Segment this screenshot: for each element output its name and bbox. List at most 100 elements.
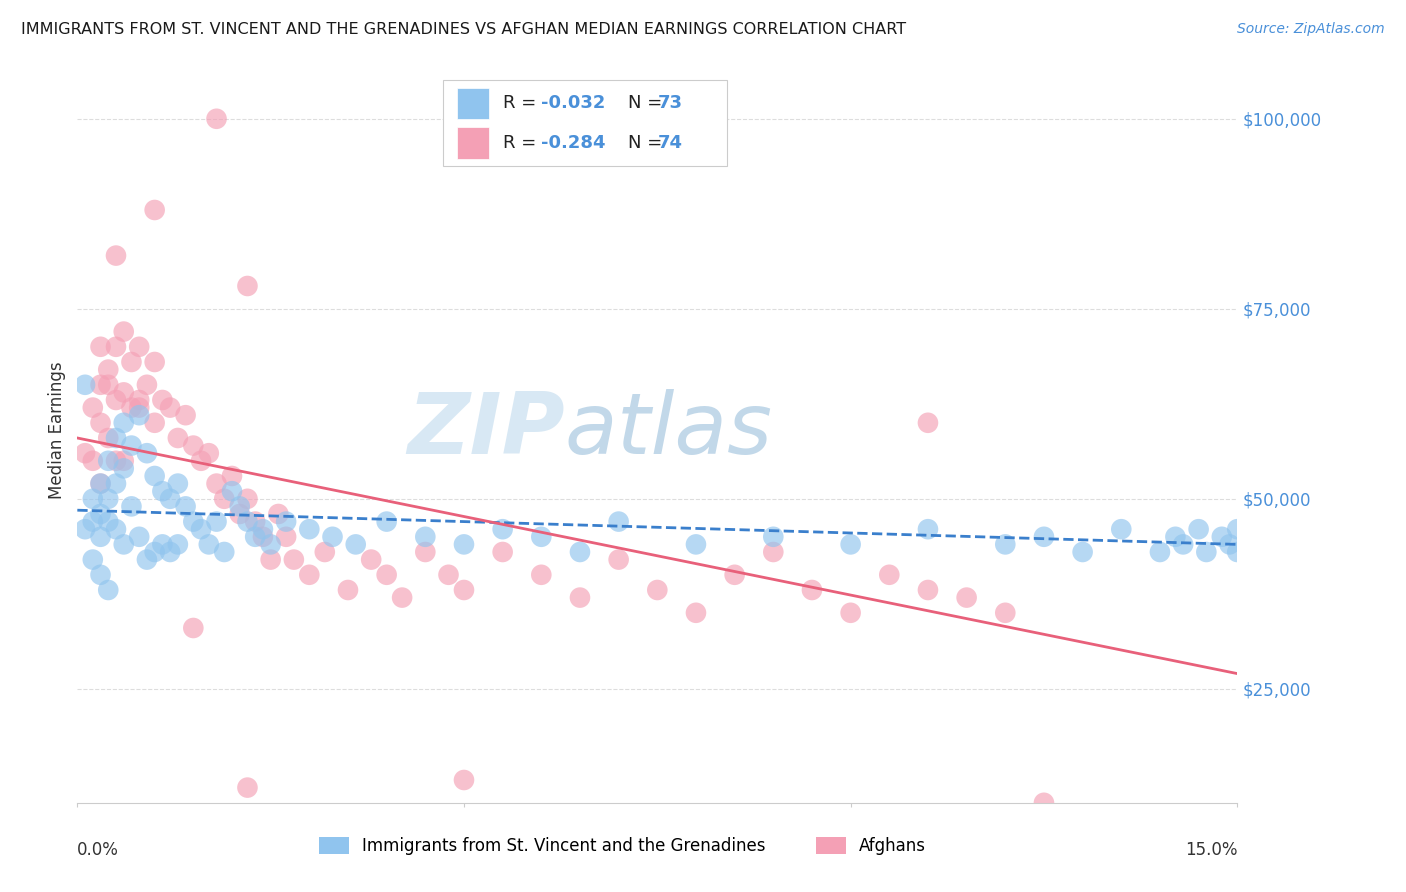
Point — [839, 537, 862, 551]
Point — [994, 606, 1017, 620]
Point — [205, 515, 228, 529]
Point — [1111, 522, 1133, 536]
Text: 0.0%: 0.0% — [77, 841, 120, 859]
Point — [97, 515, 120, 529]
Point — [492, 545, 515, 559]
Point — [90, 507, 111, 521]
Point — [174, 500, 197, 514]
Point — [1218, 537, 1241, 551]
Point — [152, 537, 174, 551]
Point — [236, 780, 259, 795]
Point — [97, 431, 120, 445]
Point — [276, 530, 298, 544]
Point — [1033, 796, 1056, 810]
Point — [1195, 545, 1218, 559]
Point — [530, 530, 553, 544]
Point — [877, 567, 901, 582]
Point — [82, 491, 104, 506]
Point — [136, 552, 159, 566]
Text: -0.032: -0.032 — [541, 95, 606, 112]
Point — [112, 416, 135, 430]
Text: N =: N = — [628, 134, 668, 152]
Point — [97, 582, 120, 597]
Point — [276, 515, 298, 529]
Point — [159, 491, 181, 506]
FancyBboxPatch shape — [443, 80, 727, 166]
Point — [128, 392, 150, 407]
Point — [260, 552, 283, 566]
Text: atlas: atlas — [565, 389, 772, 472]
Point — [105, 431, 127, 445]
Text: 74: 74 — [658, 134, 682, 152]
Point — [228, 507, 252, 521]
Legend: Immigrants from St. Vincent and the Grenadines, Afghans: Immigrants from St. Vincent and the Gren… — [312, 830, 932, 862]
Point — [228, 500, 252, 514]
Point — [375, 567, 398, 582]
Point — [917, 416, 939, 430]
Point — [112, 385, 135, 400]
Point — [128, 530, 150, 544]
Point — [1071, 545, 1094, 559]
Point — [143, 355, 166, 369]
Text: N =: N = — [628, 95, 668, 112]
Point — [105, 249, 127, 263]
Point — [97, 377, 120, 392]
Point — [82, 454, 104, 468]
Point — [1164, 530, 1187, 544]
Point — [1226, 522, 1249, 536]
Point — [121, 500, 143, 514]
Point — [143, 202, 166, 217]
Point — [143, 545, 166, 559]
Point — [190, 522, 212, 536]
Point — [128, 408, 150, 422]
Point — [97, 362, 120, 376]
Point — [183, 439, 205, 453]
Point — [1211, 530, 1233, 544]
Point — [152, 484, 174, 499]
Point — [1226, 545, 1249, 559]
Point — [245, 530, 267, 544]
Point — [112, 454, 135, 468]
Point — [283, 552, 305, 566]
Point — [105, 340, 127, 354]
Point — [128, 340, 150, 354]
Point — [143, 416, 166, 430]
Point — [121, 439, 143, 453]
Point — [298, 567, 321, 582]
Point — [152, 392, 174, 407]
Point — [90, 567, 111, 582]
Point — [724, 567, 747, 582]
Point — [90, 416, 111, 430]
Point — [82, 552, 104, 566]
Point — [105, 522, 127, 536]
Point — [298, 522, 321, 536]
Point — [166, 537, 188, 551]
Point — [183, 621, 205, 635]
Point — [453, 772, 475, 787]
Point — [105, 454, 127, 468]
Text: Source: ZipAtlas.com: Source: ZipAtlas.com — [1237, 22, 1385, 37]
Text: R =: R = — [503, 134, 543, 152]
Point — [166, 476, 188, 491]
Point — [685, 537, 707, 551]
Point — [190, 454, 212, 468]
Point — [391, 591, 413, 605]
Point — [413, 545, 436, 559]
Point — [1149, 545, 1171, 559]
Point — [174, 408, 197, 422]
Point — [105, 476, 127, 491]
Point — [252, 522, 274, 536]
Point — [236, 515, 259, 529]
Point — [183, 515, 205, 529]
Point — [121, 355, 143, 369]
Point — [90, 340, 111, 354]
Point — [245, 515, 267, 529]
Point — [437, 567, 460, 582]
Point — [314, 545, 336, 559]
Point — [236, 491, 259, 506]
Point — [112, 537, 135, 551]
Point — [1171, 537, 1194, 551]
Point — [90, 377, 111, 392]
Point — [159, 545, 181, 559]
Point — [607, 515, 630, 529]
